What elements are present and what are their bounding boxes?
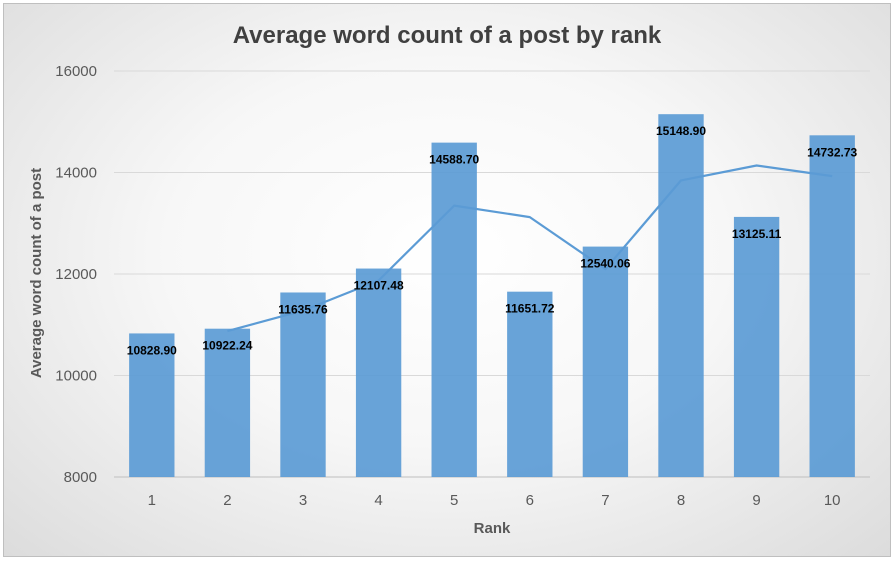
x-axis-ticks: 1 2 3 4 5 6 7 8 9 10	[148, 492, 841, 509]
bar-rank-9	[733, 216, 780, 477]
chart-title: Average word count of a post by rank	[233, 22, 662, 49]
x-tick-label: 10	[824, 492, 841, 509]
y-tick-label: 8000	[64, 469, 97, 486]
bar-rank-3	[280, 292, 326, 477]
x-tick-label: 3	[299, 492, 307, 509]
bar-rank-10	[809, 135, 855, 477]
data-label: 14588.70	[429, 153, 479, 167]
y-tick-label: 10000	[55, 368, 97, 385]
moving-average-line	[227, 164, 833, 333]
x-tick-label: 8	[677, 492, 685, 509]
data-label: 10828.90	[127, 343, 177, 357]
bars	[129, 114, 855, 477]
trendline	[227, 164, 833, 333]
data-label: 10922.24	[202, 339, 252, 353]
x-tick-label: 7	[601, 492, 609, 509]
data-label: 11651.72	[505, 302, 555, 316]
bar-rank-7	[582, 246, 629, 477]
data-label: 14732.73	[807, 145, 857, 159]
y-tick-label: 16000	[55, 63, 97, 80]
y-tick-label: 14000	[55, 165, 97, 182]
bar-rank-6	[507, 291, 553, 477]
bar-rank-1	[129, 333, 175, 477]
bar-rank-8	[658, 114, 704, 477]
data-label: 12107.48	[354, 279, 404, 293]
data-labels: 10828.90 10922.24 11635.76 12107.48 14588.70…	[127, 124, 858, 357]
x-tick-label: 6	[526, 492, 534, 509]
bar-rank-4	[355, 268, 402, 477]
x-tick-label: 5	[450, 492, 458, 509]
data-label: 11635.76	[278, 302, 328, 316]
bar-rank-5	[431, 142, 477, 477]
y-axis-title: Average word count of a post	[28, 168, 45, 378]
x-tick-label: 4	[374, 492, 382, 509]
data-label: 13125.11	[732, 227, 782, 241]
bar-rank-2	[204, 328, 251, 477]
x-tick-label: 2	[223, 492, 231, 509]
y-axis-ticks: 8000 10000 12000 14000 16000	[55, 63, 97, 486]
x-tick-label: 9	[752, 492, 760, 509]
x-axis-title: Rank	[474, 520, 511, 537]
y-tick-label: 12000	[55, 266, 97, 283]
data-label: 12540.06	[580, 257, 630, 271]
x-tick-label: 1	[148, 492, 156, 509]
data-label: 15148.90	[656, 124, 706, 138]
